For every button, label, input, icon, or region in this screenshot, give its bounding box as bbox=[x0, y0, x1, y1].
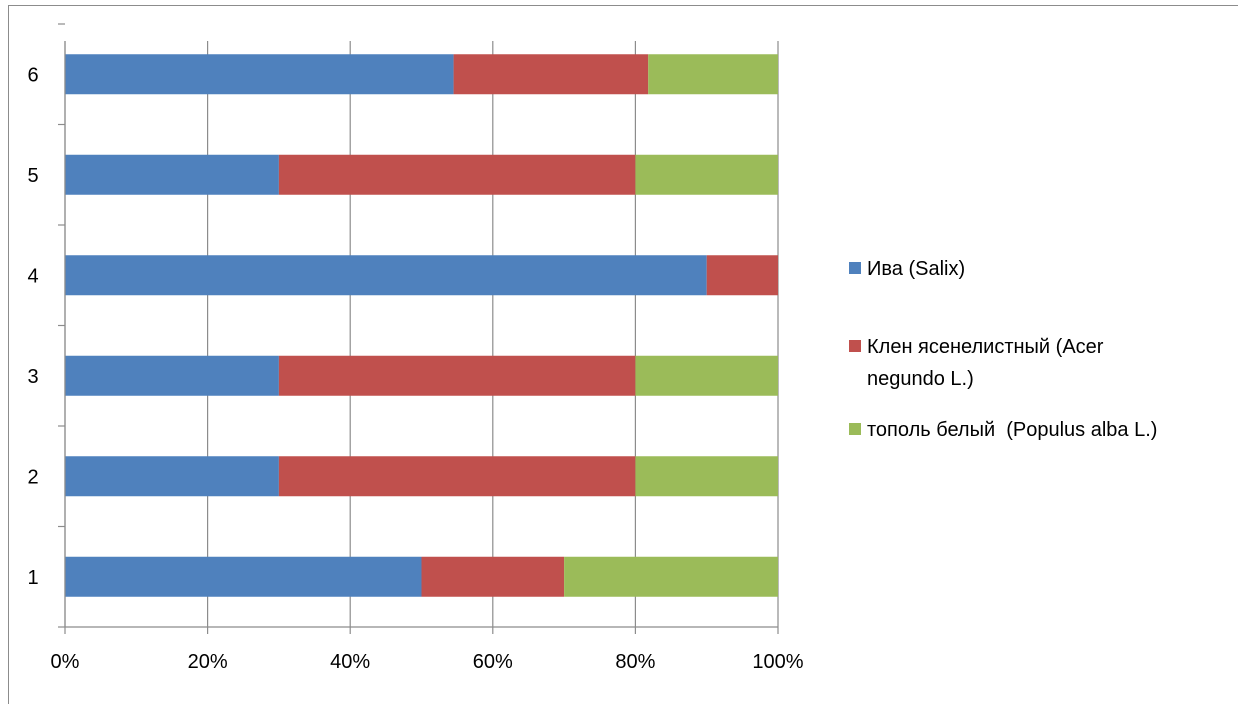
x-tick-label-100pct: 100% bbox=[752, 651, 803, 673]
y-tick-label-4: 4 bbox=[27, 265, 38, 287]
bar-2-series-2 bbox=[278, 456, 636, 497]
chart-frame: 1 2 3 4 5 6 0% 20% 40% 60% 80% 100% Ива (Salix) Клен… bbox=[8, 5, 1238, 704]
x-tick-label-0pct: 0% bbox=[51, 651, 80, 673]
bar-1-series-3 bbox=[564, 556, 778, 597]
x-tick-label-60pct: 60% bbox=[473, 651, 513, 673]
x-tick-label-80pct: 80% bbox=[615, 651, 655, 673]
bar-3-series-3 bbox=[635, 355, 778, 396]
bar-5-series-3 bbox=[635, 154, 778, 195]
bars bbox=[65, 54, 778, 597]
bar-6-series-3 bbox=[648, 54, 778, 95]
bar-2-series-3 bbox=[635, 456, 778, 497]
bar-1-series-2 bbox=[421, 556, 565, 597]
bar-5-series-2 bbox=[278, 154, 636, 195]
legend-swatch-2 bbox=[849, 340, 861, 352]
legend-label-2-line-2: negundo L.) bbox=[867, 368, 974, 390]
y-tick-label-6: 6 bbox=[27, 64, 38, 86]
y-tick-label-5: 5 bbox=[27, 165, 38, 187]
bar-6-series-2 bbox=[453, 54, 649, 95]
bar-2-series-1 bbox=[65, 456, 279, 497]
x-tick-label-20pct: 20% bbox=[188, 651, 228, 673]
y-tick-label-1: 1 bbox=[27, 567, 38, 589]
legend: Ива (Salix) Клен ясенелистный (Acer negund… bbox=[849, 258, 1157, 441]
legend-label-3: тополь белый (Populus alba L.) bbox=[867, 419, 1157, 441]
legend-label-1: Ива (Salix) bbox=[867, 258, 965, 280]
bar-4-series-2 bbox=[706, 255, 778, 296]
x-tick-label-40pct: 40% bbox=[330, 651, 370, 673]
bar-6-series-1 bbox=[65, 54, 454, 95]
bar-5-series-1 bbox=[65, 154, 279, 195]
bar-3-series-2 bbox=[278, 355, 636, 396]
bar-4-series-1 bbox=[65, 255, 707, 296]
legend-swatch-1 bbox=[849, 262, 861, 274]
y-tick-label-2: 2 bbox=[27, 466, 38, 488]
legend-label-2-line-1: Клен ясенелистный (Acer bbox=[867, 336, 1104, 358]
bar-3-series-1 bbox=[65, 355, 279, 396]
y-tick-label-3: 3 bbox=[27, 366, 38, 388]
gridlines bbox=[64, 41, 779, 627]
legend-swatch-3 bbox=[849, 423, 861, 435]
bar-1-series-1 bbox=[65, 556, 422, 597]
